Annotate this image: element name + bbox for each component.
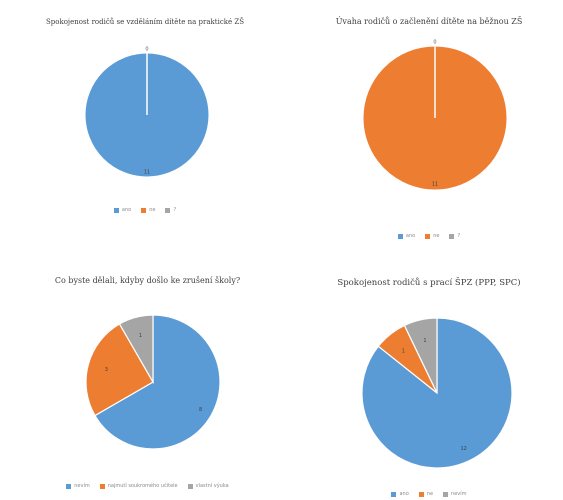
pie-chart-1: Spokojenost rodičů se vzděláním dítěte n… bbox=[0, 0, 290, 235]
data-label: 12 bbox=[460, 446, 466, 452]
chart-title: Spokojenost rodičů se vzděláním dítěte n… bbox=[45, 18, 245, 26]
legend: ano ne nevím bbox=[295, 491, 563, 497]
pie-slice bbox=[403, 317, 438, 394]
legend-item: ne bbox=[418, 491, 433, 497]
legend: ano ne ? bbox=[0, 207, 290, 213]
chart-title: Co byste dělali, kdyby došlo ke zrušení … bbox=[54, 276, 241, 285]
legend-item: ? bbox=[165, 207, 176, 213]
legend: ano ne ? bbox=[295, 233, 563, 239]
pie-chart-4: Spokojenost rodičů s prací ŠPZ (PPP, SPC… bbox=[295, 265, 563, 500]
pie-plot: 12 1 1 bbox=[361, 317, 513, 469]
data-label: 11 bbox=[432, 182, 438, 188]
data-label: 1 bbox=[402, 348, 405, 354]
legend-item: ne bbox=[141, 207, 155, 213]
pie-plot: 8 3 1 bbox=[85, 314, 221, 450]
chart-title: Úvaha rodičů o začlenění dítěte na běžno… bbox=[335, 17, 523, 26]
pie-chart-3: Co byste dělali, kdyby došlo ke zrušení … bbox=[0, 265, 295, 500]
data-label: 0 bbox=[433, 40, 436, 46]
data-label: 11 bbox=[144, 170, 150, 176]
pie-plot: 11 0 bbox=[84, 47, 210, 178]
pie-slice bbox=[85, 323, 154, 417]
legend-item: ne bbox=[425, 233, 439, 239]
pie-plot: 11 0 bbox=[362, 40, 508, 191]
chart-title: Spokojenost rodičů s prací ŠPZ (PPP, SPC… bbox=[337, 278, 521, 288]
legend-item: ano bbox=[397, 233, 415, 239]
legend-item: ? bbox=[449, 233, 460, 239]
pie-slice bbox=[361, 317, 513, 469]
data-label: 1 bbox=[139, 333, 142, 339]
legend-item: ano bbox=[391, 491, 409, 497]
legend-item: ano bbox=[113, 207, 131, 213]
data-label: 8 bbox=[199, 407, 202, 413]
legend-item: vlastní výuka bbox=[187, 483, 229, 489]
legend-item: nevím bbox=[443, 491, 467, 497]
pie-slice bbox=[94, 314, 221, 450]
pie-chart-2: Úvaha rodičů o začlenění dítěte na běžno… bbox=[295, 0, 563, 250]
legend: nevím najmutí soukromého učitele vlastní… bbox=[0, 483, 295, 489]
legend-item: najmutí soukromého učitele bbox=[99, 483, 178, 489]
data-label: 1 bbox=[423, 338, 426, 344]
legend-item: nevím bbox=[66, 483, 90, 489]
pie-slice bbox=[118, 314, 154, 385]
data-label: 0 bbox=[145, 47, 148, 53]
data-label: 3 bbox=[105, 367, 108, 373]
